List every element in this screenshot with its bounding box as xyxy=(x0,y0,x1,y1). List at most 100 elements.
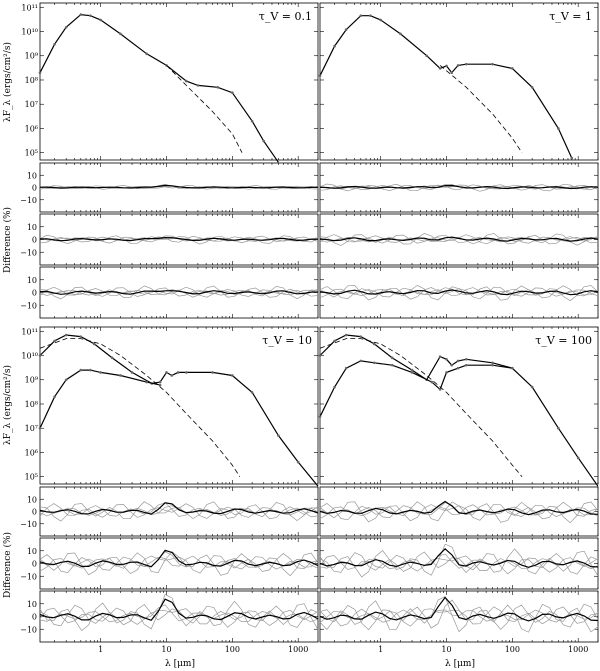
data-point xyxy=(359,335,363,338)
x-tick-label: 10 xyxy=(441,645,451,654)
data-point xyxy=(465,357,468,361)
data-point xyxy=(185,79,188,83)
data-point xyxy=(390,356,394,360)
y-axis-label-difference: Difference (%) xyxy=(2,207,13,273)
data-point xyxy=(410,368,414,372)
data-point xyxy=(491,363,494,367)
residual-line-black xyxy=(39,598,319,622)
series-line-2 xyxy=(439,65,523,153)
y-tick-label: 10⁹ xyxy=(25,52,39,61)
data-point xyxy=(430,380,434,384)
residual-line-gray xyxy=(319,501,599,524)
y-tick-label: 0 xyxy=(32,560,37,569)
y-tick-label: 10¹⁰ xyxy=(21,352,38,361)
series-line-2 xyxy=(166,65,243,153)
data-point xyxy=(369,14,372,17)
series-line-1 xyxy=(319,15,573,159)
y-tick-label: 10¹⁰ xyxy=(21,28,38,37)
data-point xyxy=(38,71,42,74)
data-point xyxy=(231,91,234,94)
residual-line-black xyxy=(319,236,599,242)
residual-line-gray xyxy=(39,551,319,577)
data-point xyxy=(250,391,254,394)
x-tick-label: 1000 xyxy=(568,645,588,654)
residual-line-black xyxy=(319,289,599,296)
data-point xyxy=(89,368,92,372)
residual-line-black xyxy=(39,502,319,515)
data-point xyxy=(557,426,560,430)
residual-line-gray xyxy=(319,609,599,623)
residual-line-black xyxy=(319,500,599,516)
data-point xyxy=(425,54,428,58)
x-axis-label: λ [μm] xyxy=(165,659,195,669)
data-point xyxy=(318,74,322,78)
residual-line-gray xyxy=(39,285,319,300)
data-point xyxy=(64,333,68,337)
residual-line-black xyxy=(319,184,599,190)
data-point xyxy=(450,71,453,74)
data-point xyxy=(511,67,514,70)
data-point xyxy=(530,85,534,89)
data-point xyxy=(344,333,348,337)
data-point xyxy=(465,62,468,66)
data-point xyxy=(79,13,83,16)
data-point xyxy=(64,25,68,29)
x-tick-label: 100 xyxy=(505,645,520,654)
y-tick-label: 10⁷ xyxy=(25,424,38,433)
y-tick-label: 10 xyxy=(27,223,37,232)
data-point xyxy=(110,356,114,360)
series-line-1 xyxy=(39,334,319,487)
data-point xyxy=(438,388,442,391)
data-point xyxy=(145,52,148,56)
data-point xyxy=(119,32,122,36)
y-tick-label: 10¹¹ xyxy=(21,327,38,336)
data-point xyxy=(92,342,96,346)
residual-line-black xyxy=(39,236,319,242)
series-line-2 xyxy=(319,360,513,417)
residual-line-black xyxy=(39,549,319,568)
data-point xyxy=(296,460,300,464)
data-point xyxy=(465,363,468,367)
flux-panel-frame xyxy=(319,326,599,485)
data-point xyxy=(119,374,122,377)
x-tick-label: 1000 xyxy=(288,645,308,654)
y-tick-label: 10 xyxy=(27,171,37,180)
data-point xyxy=(359,359,363,363)
y-tick-label: −10 xyxy=(20,196,37,205)
data-point xyxy=(438,355,442,358)
data-point xyxy=(557,127,560,130)
data-point xyxy=(158,383,162,387)
residual-line-gray xyxy=(39,593,319,632)
data-point xyxy=(158,380,162,384)
data-point xyxy=(399,32,402,36)
data-point xyxy=(372,342,376,346)
data-point xyxy=(344,28,348,31)
panel-tau-label: τ_V = 1 xyxy=(549,10,592,23)
y-tick-label: 10⁷ xyxy=(25,100,38,109)
data-point xyxy=(318,354,322,357)
series-line-2 xyxy=(39,369,161,429)
residual-line-black xyxy=(39,290,319,295)
x-tick-label: 10 xyxy=(161,645,171,654)
y-tick-label: 10 xyxy=(27,276,37,285)
data-point xyxy=(344,366,348,370)
y-tick-label: −10 xyxy=(20,301,37,310)
data-point xyxy=(530,385,534,389)
panel-tau-label: τ_V = 0.1 xyxy=(259,10,312,23)
residual-line-black xyxy=(39,184,319,189)
data-point xyxy=(445,64,448,68)
data-point xyxy=(333,44,336,48)
data-point xyxy=(390,363,394,367)
data-point xyxy=(491,361,494,365)
data-point xyxy=(456,64,460,67)
y-tick-label: 10 xyxy=(27,495,37,504)
residual-line-gray xyxy=(319,284,599,302)
data-point xyxy=(511,366,514,370)
x-tick-label: 100 xyxy=(225,645,240,654)
series-line-1 xyxy=(319,334,599,487)
y-tick-label: 10 xyxy=(27,600,37,609)
data-point xyxy=(231,374,234,377)
panel-tau-label: τ_V = 10 xyxy=(262,334,312,347)
y-tick-label: −10 xyxy=(20,572,37,581)
data-point xyxy=(250,119,254,123)
